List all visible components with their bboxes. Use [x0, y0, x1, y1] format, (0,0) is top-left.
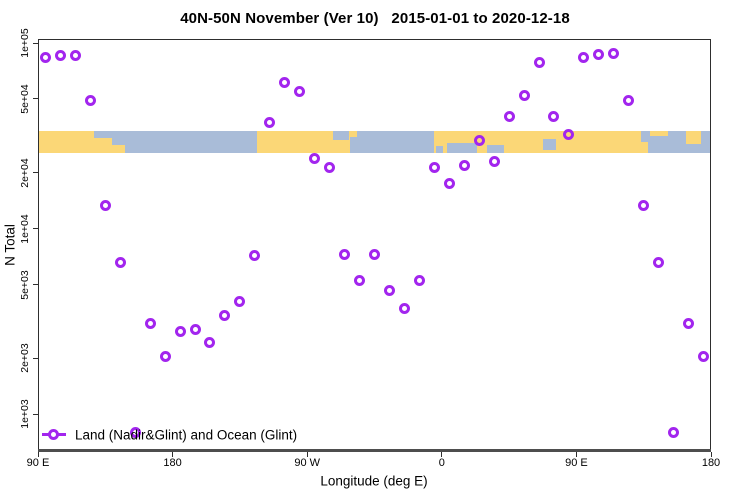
- data-point: [548, 111, 560, 123]
- x-tick-mark: [37, 452, 39, 457]
- plot-border-top: [38, 39, 711, 40]
- plot-border-left: [38, 39, 39, 452]
- data-point: [623, 95, 635, 107]
- data-point: [339, 249, 351, 261]
- y-tick-label: 1e+04: [19, 213, 31, 244]
- data-point: [114, 256, 126, 268]
- data-point: [563, 129, 575, 141]
- plot-border-right: [710, 39, 711, 452]
- data-point: [189, 323, 201, 335]
- x-tick-mark: [306, 452, 308, 457]
- data-point: [159, 350, 171, 362]
- data-point: [533, 56, 545, 68]
- ocean-patch: [93, 131, 113, 139]
- x-tick-mark: [710, 452, 712, 457]
- data-point: [638, 200, 650, 212]
- data-point: [144, 317, 156, 329]
- data-point: [279, 77, 291, 89]
- data-point: [443, 178, 455, 190]
- legend-circle-icon: [48, 429, 59, 440]
- x-tick-label: 90 E: [26, 457, 50, 469]
- data-point: [593, 49, 605, 61]
- x-tick-label: 90 E: [565, 457, 588, 469]
- data-point: [264, 116, 276, 128]
- land-segment: [686, 131, 701, 144]
- y-tick-label: 5e+04: [19, 84, 31, 114]
- y-tick-mark: [33, 357, 38, 359]
- x-tick-label: 180: [163, 457, 182, 469]
- map-band: [38, 131, 711, 153]
- data-point: [54, 49, 66, 61]
- data-point: [668, 426, 680, 438]
- ocean-patch: [447, 143, 477, 153]
- land-segment: [349, 131, 357, 137]
- x-tick-mark: [172, 452, 174, 457]
- land-segment: [256, 131, 350, 153]
- data-point: [398, 303, 410, 315]
- y-tick-label: 1e+03: [19, 399, 31, 430]
- data-point: [488, 156, 500, 168]
- x-tick-label: 90 W: [294, 457, 321, 469]
- data-point: [84, 95, 96, 107]
- legend-label: Land (Nadir&Glint) and Ocean (Glint): [75, 427, 298, 443]
- x-tick-label: 0: [438, 457, 445, 469]
- data-point: [309, 152, 321, 164]
- data-point: [204, 336, 216, 348]
- x-axis-line: [38, 449, 711, 452]
- data-point: [249, 249, 261, 261]
- ocean-patch: [435, 145, 443, 153]
- plot-area: 1e+05 5e+04 2e+04 1e+04 5e+03 2e+03 1e+03 90 E…: [19, 28, 720, 469]
- data-point: [369, 248, 380, 260]
- data-point: [69, 49, 81, 61]
- y-tick-mark: [33, 284, 38, 286]
- ocean-patch: [641, 131, 649, 142]
- data-point: [383, 284, 395, 296]
- data-point: [653, 256, 665, 268]
- data-point: [174, 325, 186, 337]
- data-point: [99, 200, 111, 212]
- land-segment: [649, 131, 669, 137]
- data-point: [324, 162, 336, 174]
- y-tick-label: 5e+03: [19, 269, 31, 300]
- data-point: [39, 51, 51, 63]
- y-tick-mark: [33, 413, 38, 415]
- data-point: [683, 317, 695, 329]
- y-tick-label: 2e+03: [19, 343, 31, 374]
- y-tick-mark: [33, 42, 38, 44]
- chart-title: 40N-50N November (Ver 10) 2015-01-01 to …: [180, 10, 570, 27]
- x-tick-label: 180: [701, 457, 721, 469]
- data-point: [294, 86, 306, 98]
- y-tick-mark: [33, 228, 38, 230]
- ocean-patch: [333, 131, 349, 141]
- data-point: [473, 134, 485, 146]
- x-tick-mark: [441, 452, 443, 457]
- data-point: [129, 426, 141, 438]
- land-segment: [94, 145, 125, 153]
- data-point: [518, 90, 530, 102]
- y-tick-label: 1e+05: [19, 28, 31, 58]
- land-segment: [38, 131, 113, 153]
- data-point: [578, 51, 590, 63]
- data-point: [698, 350, 710, 362]
- y-tick-mark: [33, 98, 38, 100]
- data-point: [458, 160, 470, 172]
- data-point: [354, 275, 366, 287]
- data-point: [413, 275, 425, 287]
- data-point: [608, 48, 620, 60]
- y-tick-mark: [33, 172, 38, 174]
- data-point: [428, 162, 440, 174]
- ocean-patch: [543, 138, 557, 150]
- data-point: [219, 310, 231, 322]
- ocean-patch: [486, 145, 504, 153]
- data-point: [503, 111, 515, 123]
- x-tick-mark: [575, 452, 577, 457]
- y-axis-title: N Total: [2, 224, 18, 266]
- y-tick-label: 2e+04: [19, 158, 31, 188]
- data-point: [234, 296, 246, 308]
- x-axis-title: Longitude (deg E): [320, 473, 428, 489]
